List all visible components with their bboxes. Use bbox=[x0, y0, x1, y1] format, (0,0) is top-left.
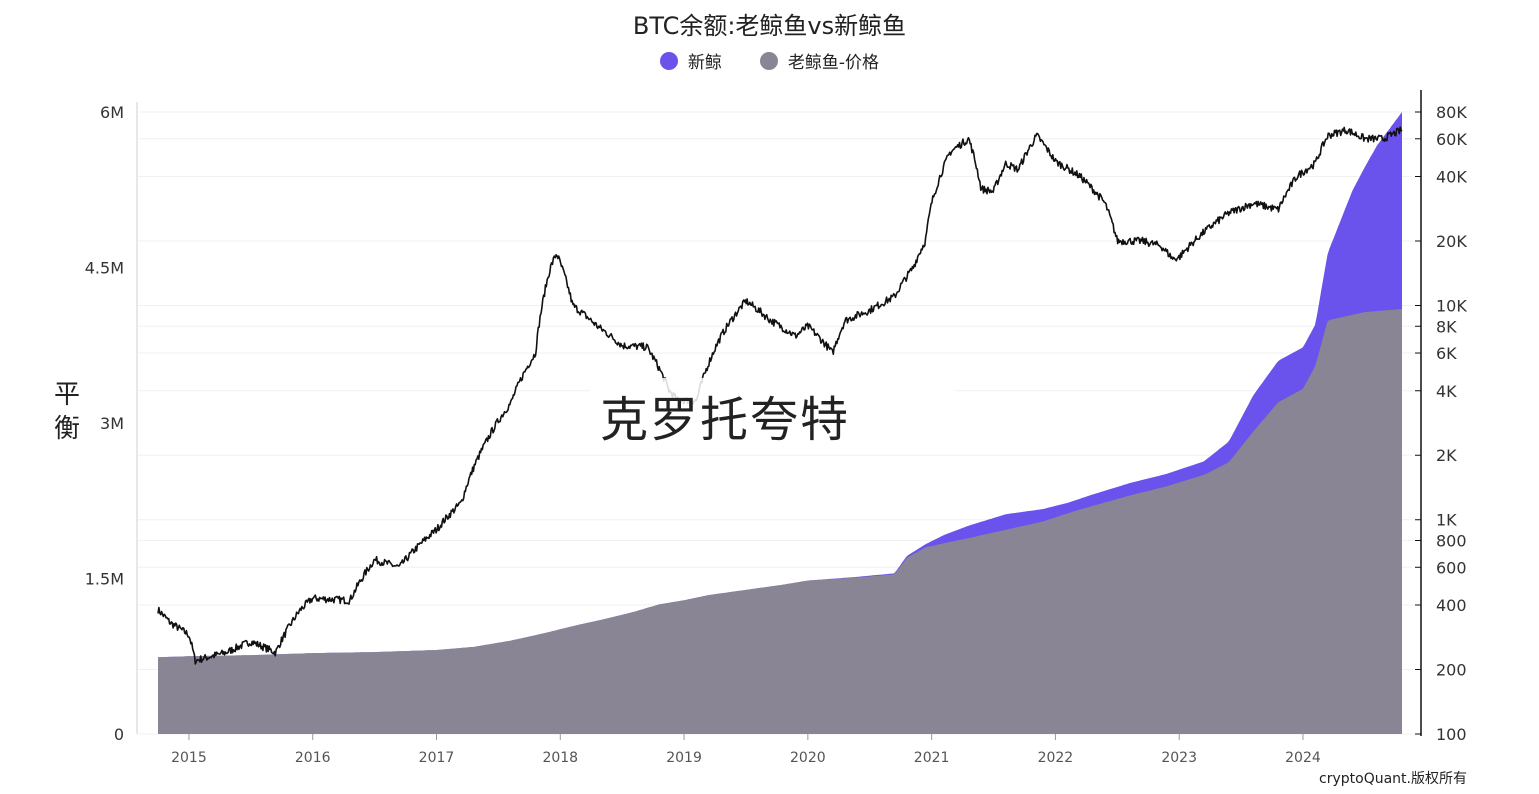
y-right-tick-label: 200 bbox=[1436, 661, 1467, 680]
copyright-footer: cryptoQuant.版权所有 bbox=[1319, 771, 1467, 787]
y-left-tick-label: 3M bbox=[100, 414, 124, 433]
y-left-tick-label: 1.5M bbox=[85, 570, 124, 589]
y-right-tick-label: 80K bbox=[1436, 103, 1467, 122]
y-right-tick-label: 6K bbox=[1436, 344, 1457, 363]
legend-dot-old-whale bbox=[759, 51, 778, 70]
chart-title: BTC余额:老鲸鱼vs新鲸鱼 bbox=[632, 12, 907, 40]
x-tick-label: 2022 bbox=[1038, 750, 1074, 766]
y-axis-title: 平衡 bbox=[53, 380, 80, 444]
x-tick-label: 2024 bbox=[1285, 750, 1321, 766]
y-right-tick-label: 2K bbox=[1436, 446, 1457, 465]
y-right-tick-label: 60K bbox=[1436, 130, 1467, 149]
x-tick-label: 2018 bbox=[542, 750, 578, 766]
legend-item-old-whale[interactable]: 老鲸鱼-价格 bbox=[759, 48, 880, 73]
y-right-tick-label: 800 bbox=[1436, 532, 1467, 551]
x-tick-label: 2020 bbox=[790, 750, 826, 766]
watermark-backdrop bbox=[590, 378, 955, 442]
legend-dot-new-whale bbox=[659, 51, 678, 70]
y-right-tick-label: 1K bbox=[1436, 511, 1457, 530]
watermark-text: 克罗托夸特 bbox=[600, 392, 851, 448]
x-tick-label: 2021 bbox=[914, 750, 950, 766]
y-left-tick-label: 0 bbox=[114, 725, 124, 744]
y-left-tick-label: 6M bbox=[100, 103, 124, 122]
y-right-tick-label: 600 bbox=[1436, 558, 1467, 577]
y-right-tick-label: 8K bbox=[1436, 317, 1457, 336]
y-right-tick-label: 10K bbox=[1436, 296, 1467, 315]
legend-label-new-whale: 新鲸 bbox=[687, 53, 722, 73]
old-whale-area bbox=[158, 309, 1402, 734]
y-left-tick-label: 4.5M bbox=[85, 259, 124, 278]
y-right-tick-label: 20K bbox=[1436, 232, 1467, 251]
x-tick-label: 2015 bbox=[171, 750, 207, 766]
y-right-tick-label: 40K bbox=[1436, 167, 1467, 186]
x-tick-label: 2017 bbox=[419, 750, 455, 766]
x-tick-label: 2019 bbox=[666, 750, 702, 766]
x-tick-label: 2016 bbox=[295, 750, 331, 766]
legend-label-old-whale: 老鲸鱼-价格 bbox=[787, 53, 880, 73]
legend-item-new-whale[interactable]: 新鲸 bbox=[659, 48, 722, 73]
y-right-tick-label: 4K bbox=[1436, 382, 1457, 401]
y-right-tick-label: 400 bbox=[1436, 596, 1467, 615]
chart-legend: 新鲸 老鲸鱼-价格 bbox=[0, 48, 1539, 73]
x-tick-label: 2023 bbox=[1161, 750, 1197, 766]
price-line bbox=[157, 126, 1403, 665]
y-right-tick-label: 100 bbox=[1436, 725, 1467, 744]
